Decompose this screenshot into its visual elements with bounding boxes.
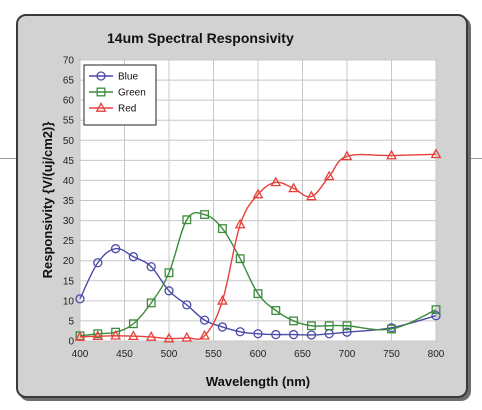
- data-point-blue: [128, 252, 139, 262]
- data-point-red: [305, 190, 317, 201]
- tick-labels: 0 5 10 15 20 25 30 35 40 45 50 55 60 65 70 400 450 500 550…: [63, 56, 445, 361]
- y-tick-label: 20: [63, 256, 75, 267]
- data-point-blue: [253, 329, 263, 339]
- legend-marker-red: [95, 102, 107, 112]
- data-point-red: [270, 176, 282, 187]
- data-point-red: [127, 330, 139, 341]
- data-point-red: [199, 329, 211, 340]
- data-point-blue: [146, 262, 156, 272]
- data-point-green: [200, 210, 210, 219]
- y-tick-label: 50: [63, 136, 75, 147]
- y-tick-label: 0: [68, 337, 74, 348]
- data-point-blue: [75, 294, 85, 304]
- data-point-green: [342, 321, 352, 331]
- series-line-blue: [79, 247, 437, 336]
- data-point-red: [341, 150, 353, 161]
- series-group: [74, 148, 442, 343]
- legend-label-green: Green: [118, 88, 146, 99]
- x-tick-label: 600: [250, 349, 267, 360]
- data-point-red: [92, 330, 104, 341]
- data-point-red: [386, 149, 397, 160]
- data-point-red: [252, 188, 264, 199]
- legend-marker-blue: [96, 71, 106, 81]
- data-point-red: [216, 294, 228, 305]
- data-point-red: [74, 331, 86, 341]
- x-tick-label: 400: [72, 349, 89, 360]
- y-tick-label: 70: [63, 56, 75, 67]
- y-tick-label: 65: [63, 76, 75, 87]
- y-tick-label: 10: [63, 296, 75, 307]
- x-axis-title: Wavelength (nm): [206, 374, 310, 389]
- legend-marker-green: [96, 87, 106, 97]
- x-tick-label: 500: [161, 349, 178, 360]
- data-point-red: [110, 329, 122, 340]
- series-green: [75, 210, 441, 341]
- legend: Blue Green Red: [83, 64, 157, 126]
- data-point-green: [235, 254, 245, 264]
- data-point-green: [253, 289, 263, 299]
- data-point-red: [163, 332, 175, 343]
- data-point-blue: [288, 329, 299, 340]
- x-tick-label: 450: [116, 349, 133, 360]
- x-tick-label: 650: [294, 349, 311, 360]
- y-tick-label: 40: [63, 176, 75, 187]
- chart-title: 14um Spectral Responsivity: [107, 30, 294, 46]
- legend-box: [83, 64, 157, 126]
- y-tick-label: 60: [63, 96, 75, 107]
- data-point-blue: [164, 286, 174, 296]
- data-point-blue: [110, 244, 121, 254]
- data-point-green: [431, 305, 441, 315]
- x-tick-label: 800: [428, 349, 445, 360]
- data-point-red: [430, 148, 442, 159]
- data-point-green: [146, 298, 156, 308]
- y-tick-label: 25: [63, 236, 75, 247]
- data-point-green: [217, 224, 227, 234]
- data-point-red: [145, 331, 157, 341]
- data-point-blue: [235, 327, 245, 337]
- data-point-blue: [431, 311, 441, 321]
- data-point-green: [324, 321, 334, 331]
- data-point-green: [128, 319, 138, 329]
- data-point-green: [306, 321, 316, 331]
- legend-label-red: Red: [118, 104, 136, 115]
- data-point-green: [387, 324, 396, 334]
- data-point-green: [182, 215, 192, 225]
- y-tick-label: 45: [63, 156, 75, 167]
- data-point-blue: [342, 327, 352, 337]
- series-red: [74, 148, 442, 343]
- legend-label-blue: Blue: [118, 72, 138, 83]
- data-point-blue: [271, 329, 281, 340]
- data-point-green: [271, 306, 281, 315]
- x-tick-label: 700: [339, 349, 356, 360]
- x-tick-label: 550: [205, 349, 222, 360]
- data-point-red: [323, 170, 335, 181]
- series-line-green: [79, 211, 437, 337]
- data-point-blue: [217, 322, 228, 332]
- y-tick-label: 15: [63, 276, 75, 287]
- data-point-blue: [306, 330, 317, 340]
- data-point-red: [181, 331, 193, 342]
- data-point-green: [164, 268, 174, 278]
- y-tick-label: 5: [68, 316, 74, 327]
- data-point-green: [289, 316, 299, 326]
- series-blue: [75, 244, 441, 340]
- y-tick-label: 30: [63, 216, 75, 227]
- data-point-red: [234, 218, 246, 229]
- y-tick-label: 35: [63, 196, 75, 207]
- x-tick-label: 750: [383, 349, 400, 360]
- data-point-blue: [93, 258, 103, 268]
- y-axis-title: Responsivity {V/(uj/cm2)}: [40, 122, 55, 279]
- data-point-blue: [199, 315, 210, 325]
- y-tick-label: 55: [63, 116, 75, 127]
- data-point-green: [93, 329, 103, 339]
- data-point-blue: [182, 300, 192, 310]
- data-point-red: [288, 182, 300, 193]
